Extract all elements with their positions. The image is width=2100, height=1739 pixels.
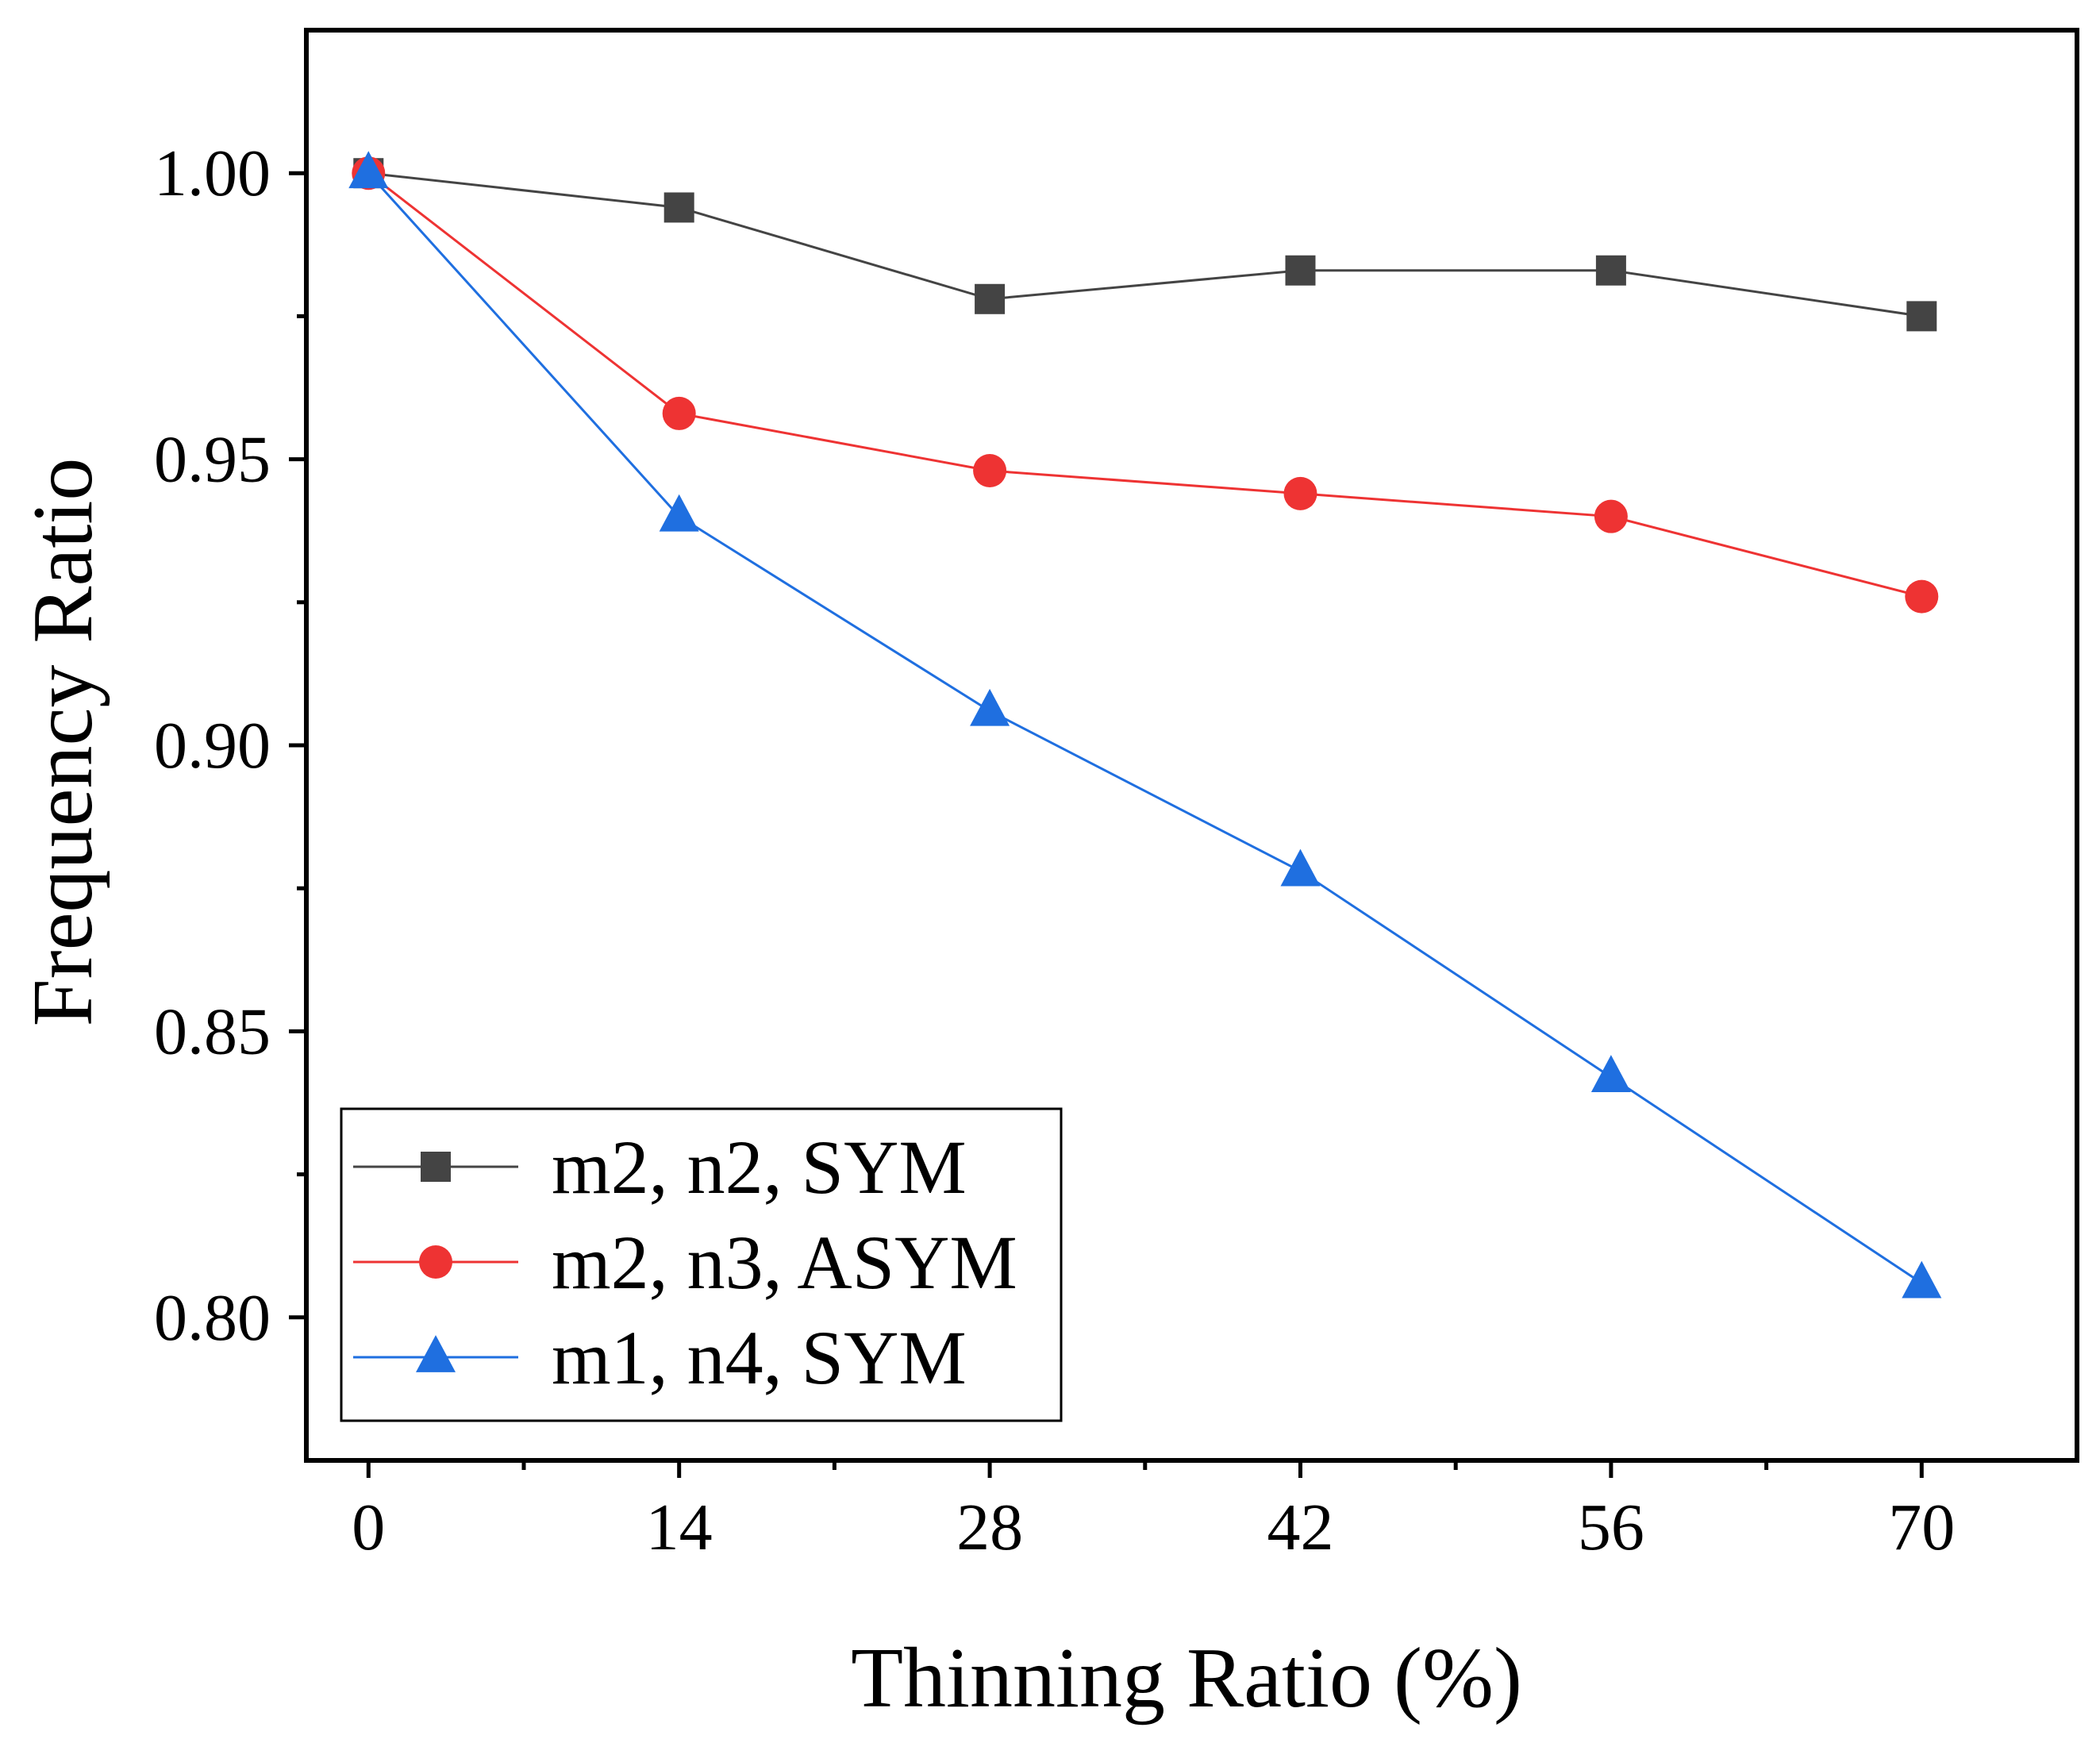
data-point-s1-3 [1285,255,1316,286]
series-line-1 [368,171,1922,317]
data-point-s3-1 [659,494,699,532]
y-tick-label: 0.85 [154,995,271,1068]
data-point-s2-5 [1905,579,1939,614]
legend-marker-1 [421,1152,451,1182]
data-point-s2-4 [1594,499,1628,533]
data-point-s1-1 [663,192,694,223]
data-point-s1-2 [975,283,1006,314]
legend-marker-2 [419,1245,452,1279]
legend-label-2: m2, n3, ASYM [552,1220,1017,1305]
x-tick-label: 0 [352,1491,385,1564]
series-line-2 [367,172,1922,598]
x-axis-title: Thinning Ratio (%) [851,1631,1522,1726]
legend-label-3: m1, n4, SYM [552,1315,967,1400]
data-point-s3-0 [348,151,389,189]
data-point-s3-3 [1280,848,1321,887]
data-point-s1-4 [1595,255,1626,286]
plot-area [348,151,1942,1298]
data-point-s2-1 [662,396,696,430]
y-axis-title: Frequency Ratio [16,458,110,1027]
x-tick-label: 70 [1888,1491,1955,1564]
legend-label-1: m2, n2, SYM [552,1125,967,1210]
legend-box [340,1107,1063,1422]
legend: m2, n2, SYM m2, n3, ASYM m1, n4, SYM [340,1107,1063,1422]
x-tick-label: 56 [1578,1491,1644,1564]
axes: 0.80 0.85 0.90 0.95 1.00 0 14 28 42 56 70 [154,28,2079,1564]
x-tick-label: 14 [646,1491,713,1564]
series-line-3 [367,172,1923,1284]
data-point-s2-2 [973,454,1007,488]
y-tick-label: 0.90 [154,709,271,783]
y-tick-label: 1.00 [154,137,271,210]
y-tick-label: 0.95 [154,423,271,497]
data-point-s3-5 [1902,1260,1942,1298]
data-point-s2-3 [1283,476,1317,510]
x-tick-label: 42 [1267,1491,1333,1564]
data-point-s1-5 [1906,301,1937,332]
data-point-s3-2 [970,688,1010,726]
legend-marker-3 [416,1335,456,1372]
data-point-s3-4 [1590,1055,1631,1092]
x-tick-label: 28 [956,1491,1023,1564]
y-tick-label: 0.80 [154,1281,271,1355]
